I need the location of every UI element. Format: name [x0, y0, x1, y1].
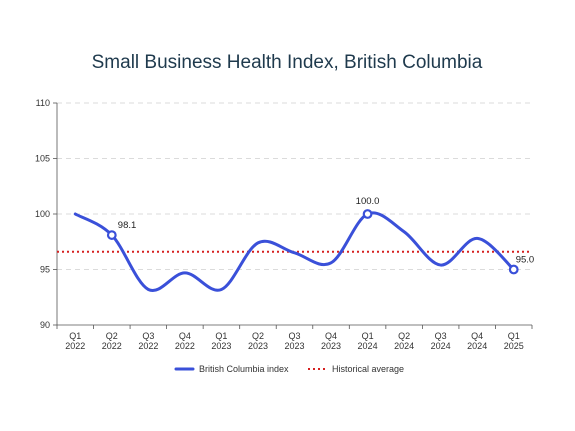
x-axis-ticks: Q12022Q22022Q32022Q42022Q12023Q22023Q320…: [56, 325, 533, 351]
x-tick-label: 2023: [211, 341, 231, 351]
y-tick-label: 100: [35, 209, 50, 219]
x-tick-label: Q2: [106, 331, 118, 341]
x-tick-label: 2023: [321, 341, 341, 351]
series-group: [73, 211, 516, 293]
x-tick-label: 2024: [431, 341, 451, 351]
x-tick-label: Q4: [325, 331, 337, 341]
x-tick-label: Q1: [215, 331, 227, 341]
x-tick-label: 2025: [504, 341, 524, 351]
annotations: 98.1 100.0 95.0: [106, 196, 535, 275]
y-tick-label: 95: [40, 265, 50, 275]
x-tick-label: Q1: [69, 331, 81, 341]
x-tick-label: 2022: [102, 341, 122, 351]
y-tick-label: 110: [36, 98, 50, 108]
x-tick-label: Q1: [508, 331, 520, 341]
x-tick-label: Q1: [362, 331, 374, 341]
x-tick-label: 2023: [248, 341, 268, 351]
series-line-british-columbia-index: [73, 211, 516, 293]
x-tick-label: 2024: [467, 341, 487, 351]
gridlines: [57, 102, 532, 270]
x-tick-label: Q2: [252, 331, 264, 341]
y-axis-ticks: 90 95 100 105 110: [35, 98, 57, 330]
x-tick-label: 2024: [394, 341, 414, 351]
data-label: 100.0: [356, 196, 380, 207]
chart-title: Small Business Health Index, British Col…: [92, 52, 483, 73]
x-tick-label: Q3: [435, 331, 447, 341]
data-point-marker: [362, 209, 373, 219]
x-tick-label: Q4: [179, 331, 191, 341]
y-tick-label: 105: [35, 154, 50, 164]
legend-label: Historical average: [332, 364, 404, 374]
data-point-marker: [508, 264, 519, 275]
legend: British Columbia index Historical average: [174, 364, 404, 374]
y-tick-label: 90: [40, 320, 50, 330]
data-point-marker: [106, 230, 117, 240]
x-tick-label: 2022: [138, 341, 158, 351]
x-tick-label: 2022: [65, 341, 85, 351]
legend-label: British Columbia index: [199, 364, 289, 374]
x-tick-label: 2024: [358, 341, 378, 351]
data-label: 98.1: [118, 220, 137, 231]
x-tick-label: 2023: [284, 341, 304, 351]
x-tick-label: 2022: [175, 341, 195, 351]
x-tick-label: Q4: [471, 331, 483, 341]
data-label: 95.0: [516, 255, 535, 266]
x-tick-label: Q3: [142, 331, 154, 341]
x-tick-label: Q2: [398, 331, 410, 341]
x-tick-label: Q3: [288, 331, 300, 341]
